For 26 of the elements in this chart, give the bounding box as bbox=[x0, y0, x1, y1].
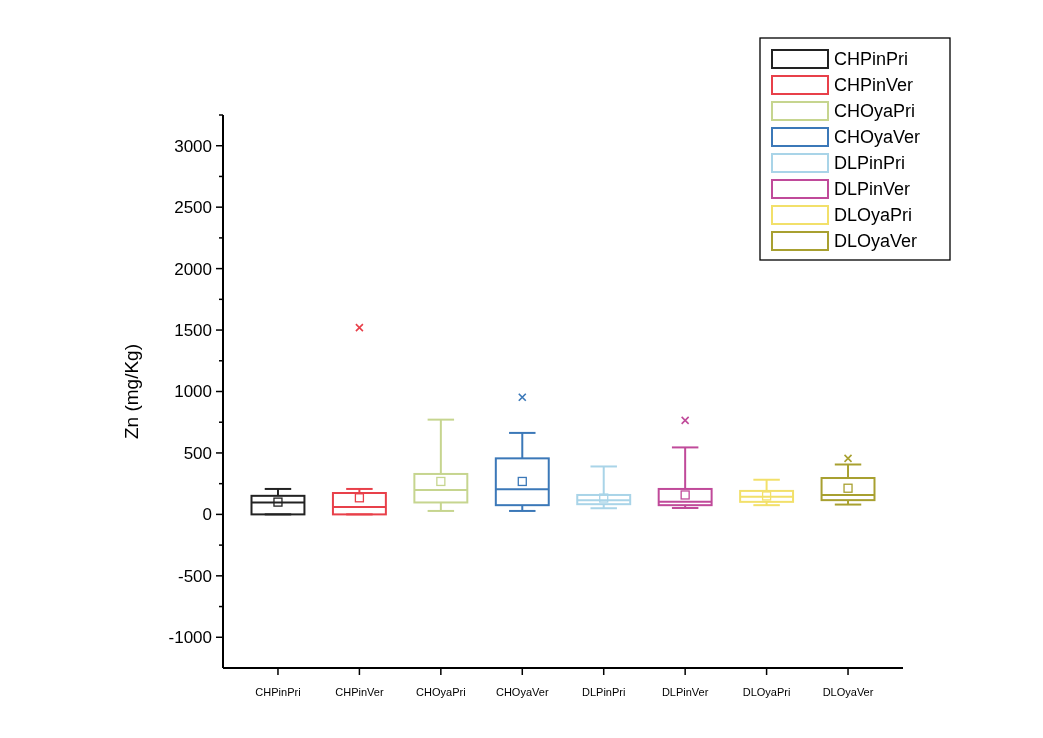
legend-label: DLOyaPri bbox=[834, 205, 913, 226]
legend-label: CHPinVer bbox=[834, 75, 914, 96]
legend-label: DLPinPri bbox=[834, 153, 906, 174]
legend-label: DLPinVer bbox=[834, 179, 911, 200]
x-tick-label: CHPinPri bbox=[255, 686, 301, 698]
x-tick-label: DLPinPri bbox=[582, 686, 626, 698]
x-tick-label: CHOyaVer bbox=[495, 686, 549, 698]
y-tick-label: 3000 bbox=[174, 136, 212, 156]
legend-label: CHOyaPri bbox=[834, 101, 916, 122]
legend-label: CHPinPri bbox=[834, 49, 909, 70]
y-tick-label: 0 bbox=[202, 505, 212, 525]
x-tick-label: CHOyaPri bbox=[416, 686, 466, 698]
x-tick-label: DLPinVer bbox=[661, 686, 709, 698]
y-axis-title: Zn (mg/Kg) bbox=[121, 343, 142, 440]
legend-label: DLOyaVer bbox=[834, 231, 918, 252]
y-tick-label: -500 bbox=[177, 566, 212, 586]
y-tick-label: 2000 bbox=[174, 259, 212, 279]
x-tick-label: DLOyaVer bbox=[822, 686, 874, 698]
y-tick-label: 2500 bbox=[174, 198, 212, 218]
y-tick-label: 1000 bbox=[174, 382, 212, 402]
x-tick-label: CHPinVer bbox=[335, 686, 384, 698]
y-tick-label: 1500 bbox=[174, 321, 212, 341]
x-tick-label: DLOyaPri bbox=[742, 686, 791, 698]
y-tick-label: 500 bbox=[183, 443, 212, 463]
y-tick-label: -1000 bbox=[168, 628, 212, 648]
legend-label: CHOyaVer bbox=[834, 127, 921, 148]
